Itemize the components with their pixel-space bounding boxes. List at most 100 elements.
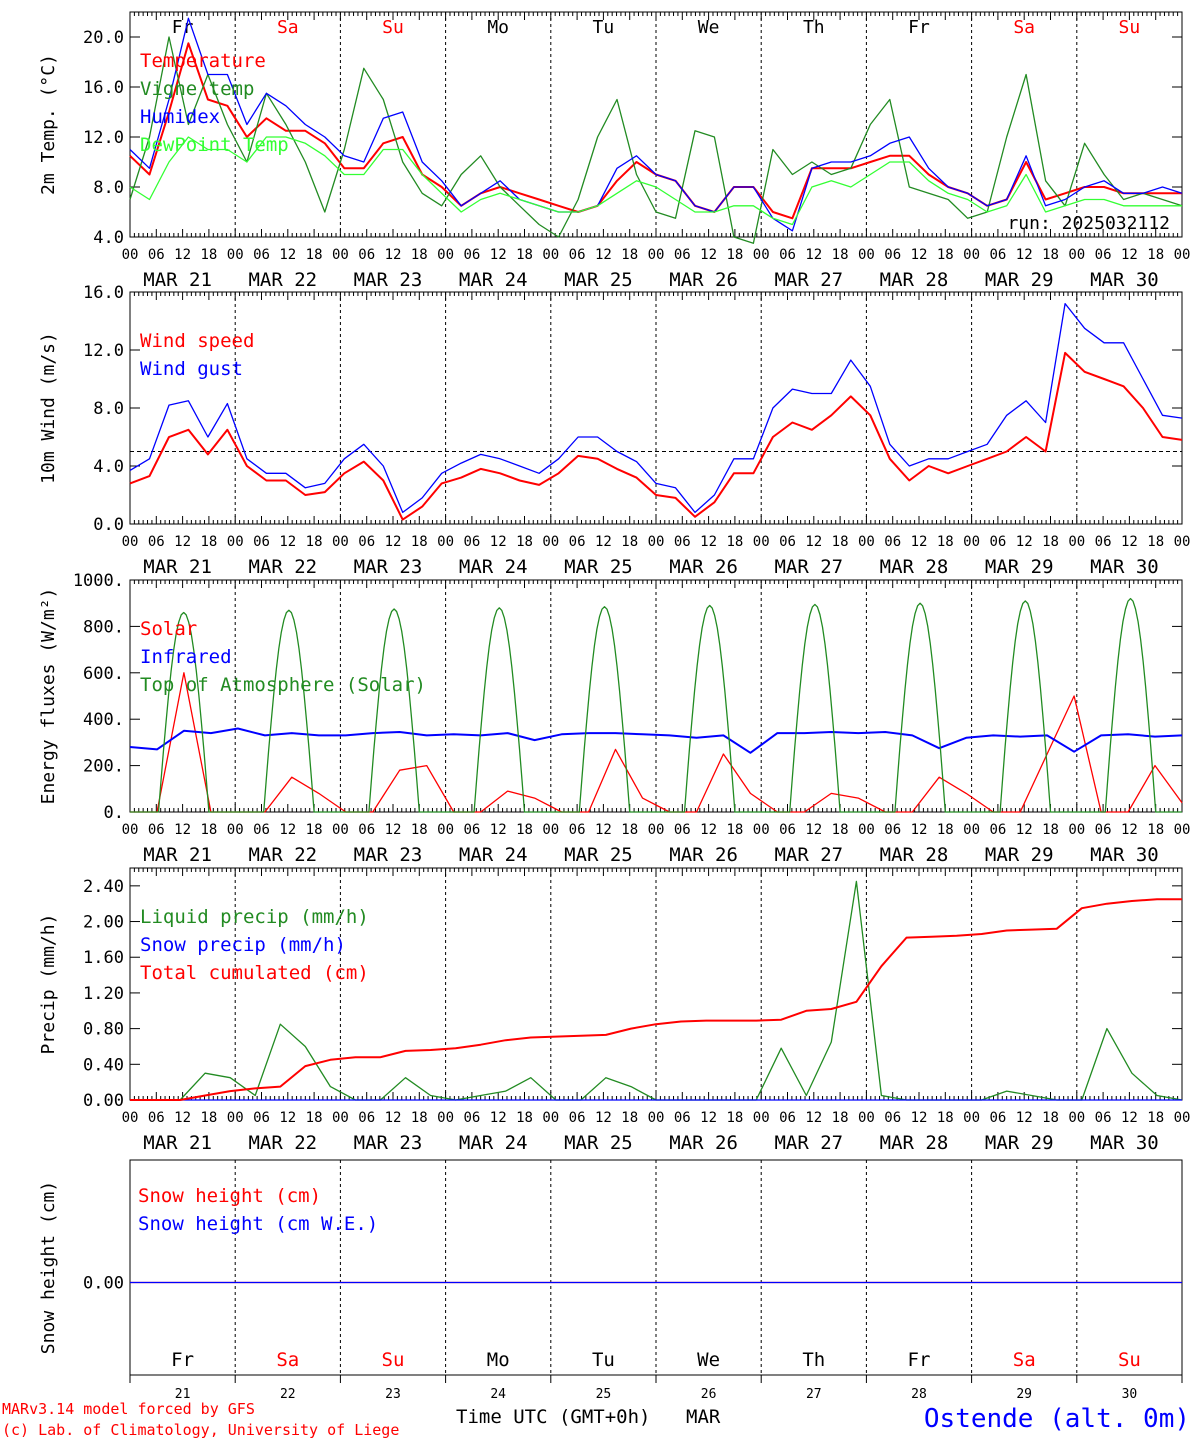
date-label: MAR 21: [143, 556, 212, 578]
hour-tick-label: 00: [753, 534, 770, 550]
hour-tick-label: 00: [542, 822, 559, 838]
series-line-solar: [130, 672, 1183, 813]
hour-tick-label: 06: [674, 1110, 691, 1126]
hour-tick-label: 00: [963, 534, 980, 550]
hour-tick-label: 12: [279, 822, 296, 838]
legend-entry: Infrared: [140, 646, 232, 668]
hour-tick-label: 06: [674, 822, 691, 838]
date-label: MAR 22: [248, 844, 317, 866]
hour-tick-label: 06: [884, 247, 901, 263]
hour-tick-label: 00: [858, 822, 875, 838]
hour-tick-label: 12: [174, 822, 191, 838]
hour-tick-label: 06: [358, 822, 375, 838]
date-label: MAR 30: [1090, 1132, 1159, 1154]
legend-entry: Liquid precip (mm/h): [140, 906, 369, 928]
date-label: MAR 30: [1090, 269, 1159, 291]
hour-tick-label: 06: [779, 247, 796, 263]
day-name-top: Su: [382, 17, 404, 38]
hour-tick-label: 00: [122, 822, 139, 838]
date-label: MAR 21: [143, 844, 212, 866]
hour-tick-label: 00: [1068, 247, 1085, 263]
series-line-wind-gust: [129, 302, 1183, 514]
hour-tick-label: 12: [1016, 534, 1033, 550]
date-label: MAR 25: [564, 1132, 633, 1154]
day-number: 30: [1122, 1387, 1138, 1402]
hour-tick-label: 18: [832, 822, 849, 838]
date-label: MAR 28: [880, 269, 949, 291]
hour-tick-label: 18: [726, 247, 743, 263]
day-number: 26: [701, 1387, 717, 1402]
hour-tick-label: 00: [1174, 247, 1191, 263]
series-line-wind-speed: [129, 351, 1183, 521]
day-number: 29: [1016, 1387, 1032, 1402]
hour-tick-label: 18: [516, 247, 533, 263]
date-label: MAR 29: [985, 1132, 1054, 1154]
hour-tick-label: 12: [911, 1110, 928, 1126]
hour-tick-label: 00: [227, 247, 244, 263]
day-number: 23: [385, 1387, 401, 1402]
hour-tick-label: 06: [463, 247, 480, 263]
y-tick-label: 800.: [83, 617, 124, 637]
hour-tick-label: 06: [674, 534, 691, 550]
hour-tick-label: 06: [463, 534, 480, 550]
y-tick-label: 1.20: [83, 984, 124, 1004]
date-label: MAR 26: [669, 1132, 738, 1154]
hour-tick-label: 18: [306, 247, 323, 263]
hour-tick-label: 00: [963, 1110, 980, 1126]
date-label: MAR 25: [564, 844, 633, 866]
hour-tick-label: 06: [569, 822, 586, 838]
series-line-total-cumulated-cm-: [130, 898, 1182, 1101]
date-label: MAR 24: [459, 1132, 528, 1154]
hour-tick-label: 12: [911, 534, 928, 550]
panel-temp: [129, 11, 1183, 244]
hour-tick-label: 06: [884, 1110, 901, 1126]
date-label: MAR 29: [985, 269, 1054, 291]
date-label: MAR 27: [774, 269, 843, 291]
y-tick-label: 1000.: [73, 571, 124, 591]
date-label: MAR 25: [564, 556, 633, 578]
y-axis-label: Energy fluxes (W/m²): [38, 588, 59, 805]
hour-tick-label: 12: [1121, 534, 1138, 550]
y-tick-label: 200.: [83, 757, 124, 777]
hour-tick-label: 06: [1095, 534, 1112, 550]
hour-tick-label: 06: [779, 534, 796, 550]
hour-tick-label: 06: [358, 247, 375, 263]
legend-entry: Snow precip (mm/h): [140, 934, 346, 956]
hour-tick-label: 12: [805, 1110, 822, 1126]
hour-tick-label: 12: [700, 247, 717, 263]
hour-tick-label: 00: [227, 534, 244, 550]
y-tick-label: 4.0: [93, 228, 124, 248]
hour-tick-label: 18: [516, 1110, 533, 1126]
hour-tick-label: 12: [385, 822, 402, 838]
hour-tick-label: 12: [595, 247, 612, 263]
date-label: MAR 24: [459, 269, 528, 291]
station-name: Ostende (alt. 0m): [924, 1404, 1190, 1434]
legend-entry: Humidex: [140, 106, 220, 128]
date-label: MAR 21: [143, 269, 212, 291]
date-label: MAR 23: [354, 269, 423, 291]
date-label: MAR 25: [564, 269, 633, 291]
hour-tick-label: 12: [700, 1110, 717, 1126]
hour-tick-label: 12: [595, 534, 612, 550]
date-label: MAR 24: [459, 556, 528, 578]
hour-tick-label: 18: [1147, 822, 1164, 838]
date-label: MAR 26: [669, 844, 738, 866]
day-number: 25: [596, 1387, 612, 1402]
day-name-top: Fr: [908, 17, 930, 38]
y-axis-label: Snow height (cm): [38, 1181, 59, 1354]
hour-tick-label: 18: [726, 822, 743, 838]
hour-tick-label: 18: [1042, 247, 1059, 263]
hour-tick-label: 06: [1095, 1110, 1112, 1126]
hour-tick-label: 06: [779, 822, 796, 838]
hour-tick-label: 12: [700, 822, 717, 838]
y-tick-label: 2.40: [83, 877, 124, 897]
hour-tick-label: 06: [884, 534, 901, 550]
date-label: MAR 30: [1090, 556, 1159, 578]
y-tick-label: 20.0: [83, 28, 124, 48]
hour-tick-label: 00: [332, 534, 349, 550]
hour-tick-label: 12: [805, 534, 822, 550]
hour-tick-label: 06: [148, 1110, 165, 1126]
date-label: MAR 27: [774, 1132, 843, 1154]
hour-tick-label: 18: [937, 1110, 954, 1126]
hour-tick-label: 18: [726, 534, 743, 550]
